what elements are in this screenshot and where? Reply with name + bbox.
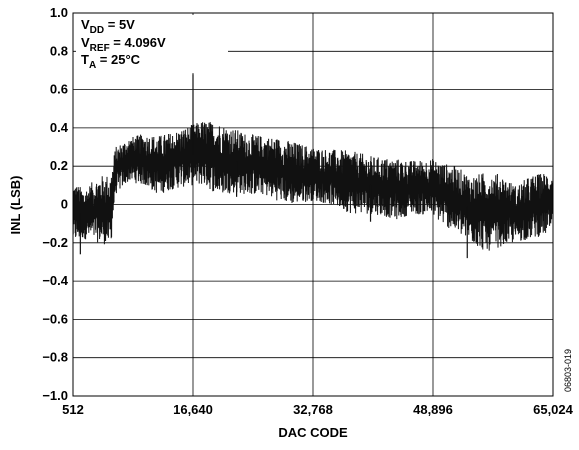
annotation-ta: TA = 25°C: [81, 52, 141, 71]
y-axis-title: INL (LSB): [8, 176, 23, 235]
y-tick-labels: −1.0 −0.8 −0.6 −0.4 −0.2 0 0.2 0.4 0.6 0.8 1.0: [42, 5, 68, 403]
y-tick-label: −0.4: [42, 273, 68, 288]
inl-series: [72, 74, 554, 259]
annotation-box: [76, 15, 228, 73]
y-tick-label: 0.6: [50, 82, 68, 97]
y-tick-label: 0.8: [50, 43, 68, 58]
x-tick-labels: 512 16,640 32,768 48,896 65,024: [62, 402, 574, 417]
x-tick-label: 65,024: [533, 402, 574, 417]
x-axis-title: DAC CODE: [278, 425, 348, 440]
x-tick-label: 16,640: [173, 402, 213, 417]
y-tick-label: −0.2: [42, 235, 68, 250]
y-tick-label: −1.0: [42, 388, 68, 403]
x-tick-label: 512: [62, 402, 84, 417]
inl-trace: [72, 122, 554, 251]
plot-frame: [72, 12, 554, 397]
x-tick-label: 32,768: [293, 402, 333, 417]
y-tick-label: −0.6: [42, 311, 68, 326]
x-tick-label: 48,896: [413, 402, 453, 417]
annotation-vref: VREF = 4.096V: [81, 35, 166, 54]
y-tick-label: −0.8: [42, 350, 68, 365]
y-tick-label: 1.0: [50, 5, 68, 20]
figure-id: 06803-019: [563, 349, 573, 392]
y-tick-label: 0: [61, 197, 68, 212]
annotation-vdd: VDD = 5V: [81, 17, 135, 36]
y-tick-label: 0.4: [50, 120, 69, 135]
y-tick-label: 0.2: [50, 158, 68, 173]
